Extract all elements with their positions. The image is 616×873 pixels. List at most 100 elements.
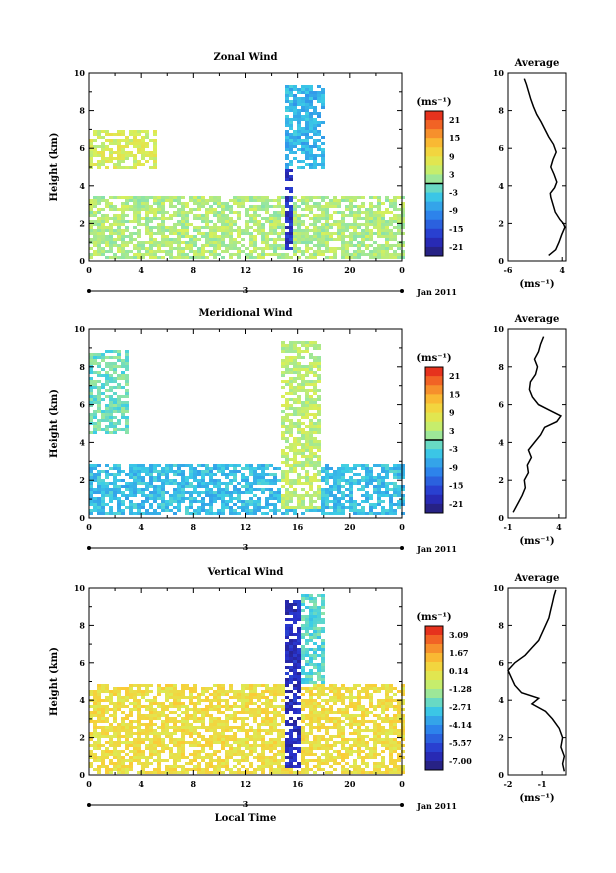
- heatmap-cell: [313, 648, 317, 651]
- heatmap-cell: [245, 208, 249, 211]
- heatmap-cell: [97, 488, 101, 491]
- heatmap-cell: [161, 726, 165, 729]
- heatmap-cell: [97, 473, 101, 476]
- heatmap-cell: [217, 244, 221, 247]
- heatmap-cell: [157, 223, 161, 226]
- heatmap-cell: [293, 612, 297, 615]
- heatmap-cell: [381, 211, 385, 214]
- heatmap-cell: [205, 726, 209, 729]
- heatmap-cell: [397, 491, 401, 494]
- heatmap-cell: [193, 690, 197, 693]
- heatmap-cell: [369, 705, 373, 708]
- heatmap-cell: [321, 151, 325, 154]
- heatmap-cell: [321, 238, 325, 241]
- heatmap-cell: [225, 208, 229, 211]
- heatmap-cell: [269, 744, 273, 747]
- heatmap-cell: [145, 726, 149, 729]
- heatmap-cell: [289, 148, 293, 151]
- heatmap-cell: [197, 741, 201, 744]
- heatmap-cell: [273, 705, 277, 708]
- heatmap-cell: [305, 91, 309, 94]
- heatmap-cell: [153, 738, 157, 741]
- heatmap-cell: [221, 473, 225, 476]
- heatmap-cell: [377, 220, 381, 223]
- heatmap-cell: [289, 383, 293, 386]
- heatmap-cell: [89, 395, 93, 398]
- heatmap-cell: [301, 253, 305, 256]
- heatmap-cell: [189, 485, 193, 488]
- heatmap-cell: [149, 699, 153, 702]
- heatmap-cell: [317, 148, 321, 151]
- heatmap-cell: [337, 232, 341, 235]
- heatmap-cell: [393, 509, 397, 512]
- heatmap-cell: [89, 413, 93, 416]
- heatmap-cell: [349, 241, 353, 244]
- heatmap-cell: [197, 217, 201, 220]
- heatmap-cell: [365, 244, 369, 247]
- heatmap-cell: [93, 696, 97, 699]
- heatmap-cell: [393, 714, 397, 717]
- heatmap-cell: [349, 690, 353, 693]
- heatmap-cell: [341, 732, 345, 735]
- heatmap-cell: [369, 750, 373, 753]
- heatmap-cell: [145, 723, 149, 726]
- heatmap-cell: [269, 238, 273, 241]
- heatmap-cell: [137, 473, 141, 476]
- heatmap-cell: [225, 485, 229, 488]
- heatmap-cell: [289, 612, 293, 615]
- heatmap-cell: [93, 371, 97, 374]
- heatmap-cell: [305, 163, 309, 166]
- heatmap-cell: [317, 693, 321, 696]
- heatmap-cell: [121, 202, 125, 205]
- heatmap-cell: [181, 729, 185, 732]
- heatmap-cell: [209, 244, 213, 247]
- heatmap-cell: [285, 256, 289, 259]
- heatmap-cell: [229, 497, 233, 500]
- heatmap-cell: [129, 256, 133, 259]
- heatmap-cell: [365, 726, 369, 729]
- heatmap-cell: [265, 732, 269, 735]
- heatmap-cell: [213, 235, 217, 238]
- heatmap-cell: [321, 491, 325, 494]
- heatmap-cell: [165, 479, 169, 482]
- heatmap-cell: [361, 738, 365, 741]
- heatmap-cell: [301, 416, 305, 419]
- heatmap-cell: [281, 247, 285, 250]
- heatmap-cell: [105, 350, 109, 353]
- heatmap-cell: [309, 699, 313, 702]
- heatmap-cell: [381, 687, 385, 690]
- heatmap-cell: [305, 594, 309, 597]
- heatmap-cell: [145, 160, 149, 163]
- heatmap-cell: [301, 241, 305, 244]
- heatmap-cell: [261, 223, 265, 226]
- heatmap-cell: [309, 124, 313, 127]
- heatmap-cell: [289, 169, 293, 172]
- heatmap-cell: [177, 208, 181, 211]
- heatmap-cell: [321, 618, 325, 621]
- heatmap-cell: [101, 705, 105, 708]
- heatmap-cell: [245, 732, 249, 735]
- heatmap-cell: [161, 232, 165, 235]
- heatmap-cell: [265, 473, 269, 476]
- heatmap-cell: [173, 741, 177, 744]
- heatmap-cell: [393, 741, 397, 744]
- heatmap-cell: [297, 738, 301, 741]
- heatmap-cell: [221, 741, 225, 744]
- heatmap-cell: [385, 702, 389, 705]
- heatmap-cell: [241, 711, 245, 714]
- heatmap-cell: [125, 241, 129, 244]
- heatmap-cell: [217, 705, 221, 708]
- heatmap-cell: [297, 419, 301, 422]
- heatmap-cell: [397, 464, 401, 467]
- heatmap-cell: [269, 494, 273, 497]
- heatmap-cell: [217, 738, 221, 741]
- heatmap-cell: [325, 497, 329, 500]
- heatmap-cell: [97, 690, 101, 693]
- heatmap-cell: [245, 693, 249, 696]
- heatmap-cell: [205, 512, 209, 515]
- heatmap-cell: [189, 693, 193, 696]
- heatmap-cell: [105, 494, 109, 497]
- heatmap-cell: [213, 214, 217, 217]
- heatmap-cell: [145, 232, 149, 235]
- heatmap-cell: [157, 684, 161, 687]
